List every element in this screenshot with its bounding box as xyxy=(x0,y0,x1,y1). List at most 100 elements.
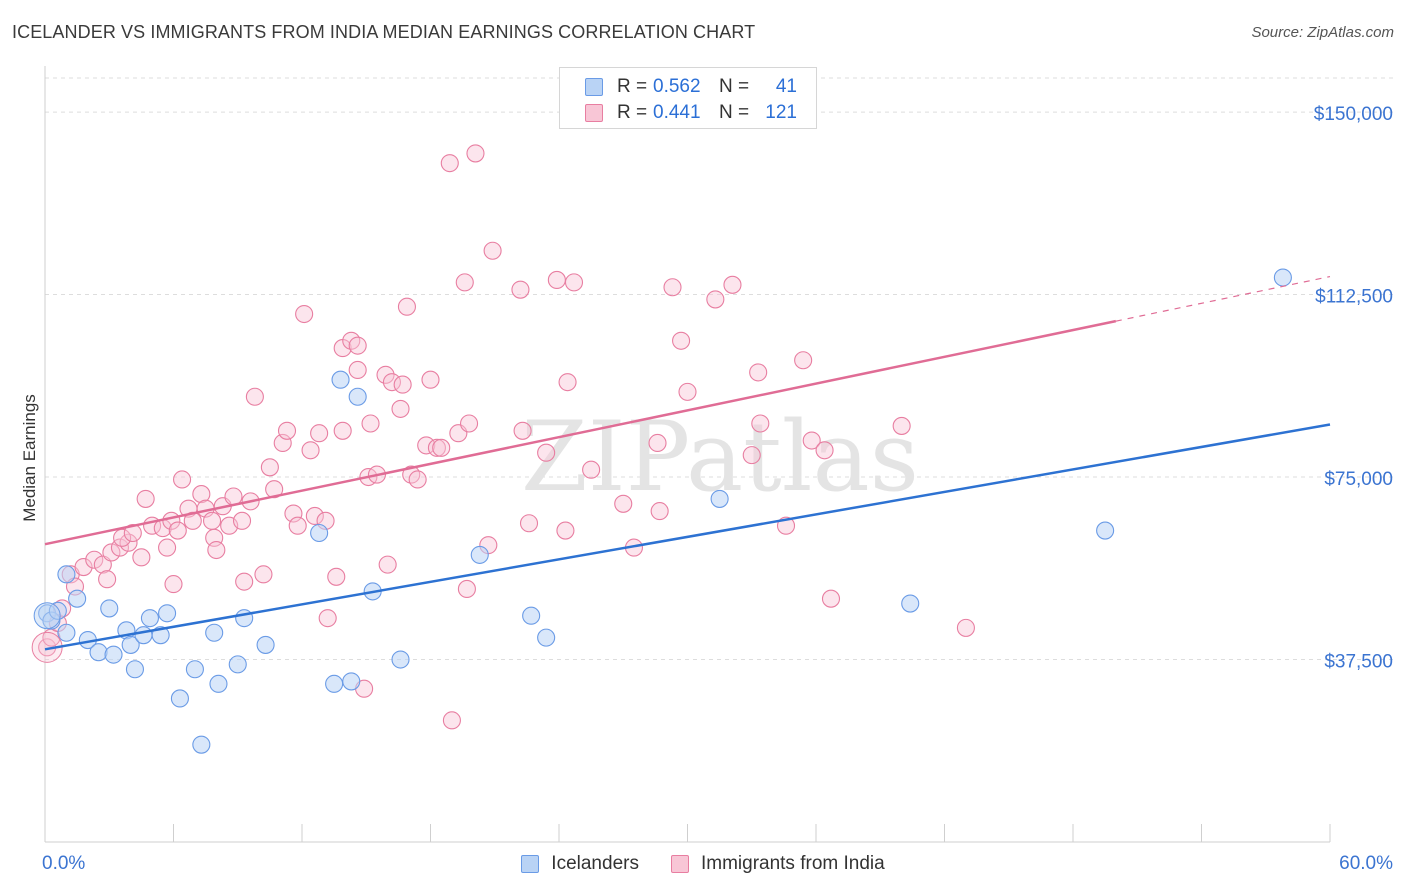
point-india xyxy=(427,438,446,457)
point-icelanders xyxy=(57,623,76,642)
point-india xyxy=(650,502,669,521)
point-india xyxy=(442,711,461,730)
point-india xyxy=(749,363,768,382)
point-india xyxy=(582,460,601,479)
point-india xyxy=(408,470,427,489)
point-icelanders xyxy=(348,387,367,406)
legend-item-icelanders[interactable]: Icelanders xyxy=(521,853,639,875)
trend-line-india-extension xyxy=(1115,275,1331,322)
point-india xyxy=(260,458,279,477)
point-india xyxy=(537,443,556,462)
point-india xyxy=(956,618,975,637)
point-icelanders xyxy=(125,660,144,679)
point-india xyxy=(432,438,451,457)
n-value-india: 121 xyxy=(765,102,797,123)
point-india xyxy=(310,424,329,443)
data-points xyxy=(31,144,1292,754)
point-india xyxy=(417,436,436,455)
point-icelanders xyxy=(48,601,67,620)
point-india xyxy=(672,331,691,350)
legend-row-icelanders: R = 0.562 N = 41 xyxy=(585,76,797,98)
trend-line-india xyxy=(44,319,1117,546)
chart-title: ICELANDER VS IMMIGRANTS FROM INDIA MEDIA… xyxy=(12,22,756,42)
point-icelanders xyxy=(331,370,350,389)
legend-label-icelanders: Icelanders xyxy=(551,853,639,874)
point-india xyxy=(85,550,104,569)
point-india xyxy=(348,336,367,355)
legend-swatch-india xyxy=(670,855,689,873)
tick-labels: $37,500 $75,000 $112,500 $150,000 0.0% 60.0% xyxy=(42,104,1393,874)
point-india xyxy=(723,275,742,294)
point-india xyxy=(382,373,402,392)
point-icelanders xyxy=(89,643,108,662)
point-india xyxy=(361,414,380,433)
point-india xyxy=(254,565,273,584)
point-india xyxy=(245,387,264,406)
point-india xyxy=(421,370,440,389)
point-india xyxy=(678,382,697,401)
point-icelanders xyxy=(205,623,224,642)
point-india xyxy=(277,421,297,440)
n-value-icelanders: 41 xyxy=(775,76,797,97)
point-india xyxy=(742,446,761,465)
point-icelanders xyxy=(121,635,140,654)
point-india xyxy=(455,273,474,292)
legend-swatch-icelanders xyxy=(521,855,540,873)
point-india xyxy=(203,511,222,530)
source-label: Source: ZipAtlas.com xyxy=(1251,24,1394,41)
point-icelanders xyxy=(342,672,361,691)
point-icelanders xyxy=(325,674,344,693)
point-india xyxy=(98,570,117,589)
point-india xyxy=(305,506,324,526)
point-india xyxy=(511,280,530,299)
point-india xyxy=(815,441,834,460)
point-india xyxy=(794,351,813,370)
point-india xyxy=(327,567,346,586)
gridlines xyxy=(45,77,1395,661)
point-icelanders xyxy=(57,565,76,584)
point-india xyxy=(821,589,841,608)
point-india xyxy=(556,521,575,540)
point-india xyxy=(102,543,121,562)
point-icelanders xyxy=(228,655,247,674)
point-india xyxy=(158,538,177,557)
point-india xyxy=(648,433,667,453)
point-icelanders xyxy=(68,589,87,608)
point-india xyxy=(440,154,459,173)
point-india xyxy=(295,304,314,324)
point-icelanders xyxy=(209,674,228,693)
point-icelanders xyxy=(901,594,920,613)
legend-item-india[interactable]: Immigrants from India xyxy=(670,853,885,875)
point-india xyxy=(483,241,502,260)
point-india xyxy=(393,375,412,394)
point-india xyxy=(614,494,633,513)
legend-row-india: R = 0.441 N = 121 xyxy=(585,102,797,124)
point-india xyxy=(564,273,584,292)
y-tick-label: $75,000 xyxy=(1324,469,1393,490)
point-icelanders xyxy=(33,602,61,630)
point-india xyxy=(318,609,337,628)
y-tick-label: $150,000 xyxy=(1314,104,1393,125)
point-india xyxy=(459,414,479,433)
point-india xyxy=(547,270,566,289)
point-india xyxy=(273,433,292,453)
point-icelanders xyxy=(170,689,189,708)
point-india xyxy=(123,523,142,543)
point-india xyxy=(378,555,397,574)
point-india xyxy=(284,504,303,523)
point-icelanders xyxy=(104,645,123,664)
r-value-icelanders: 0.562 xyxy=(653,76,701,97)
point-icelanders xyxy=(710,489,729,508)
point-icelanders xyxy=(310,523,329,543)
legend-swatch-india xyxy=(585,104,603,122)
n-label: N = xyxy=(719,76,750,97)
point-india xyxy=(136,489,155,508)
point-india xyxy=(397,297,416,316)
r-label: R = xyxy=(617,76,648,97)
point-india xyxy=(892,416,911,435)
point-india xyxy=(751,414,770,433)
x-tick-label-min: 0.0% xyxy=(42,853,85,874)
point-india xyxy=(173,470,192,489)
point-india xyxy=(301,441,320,460)
